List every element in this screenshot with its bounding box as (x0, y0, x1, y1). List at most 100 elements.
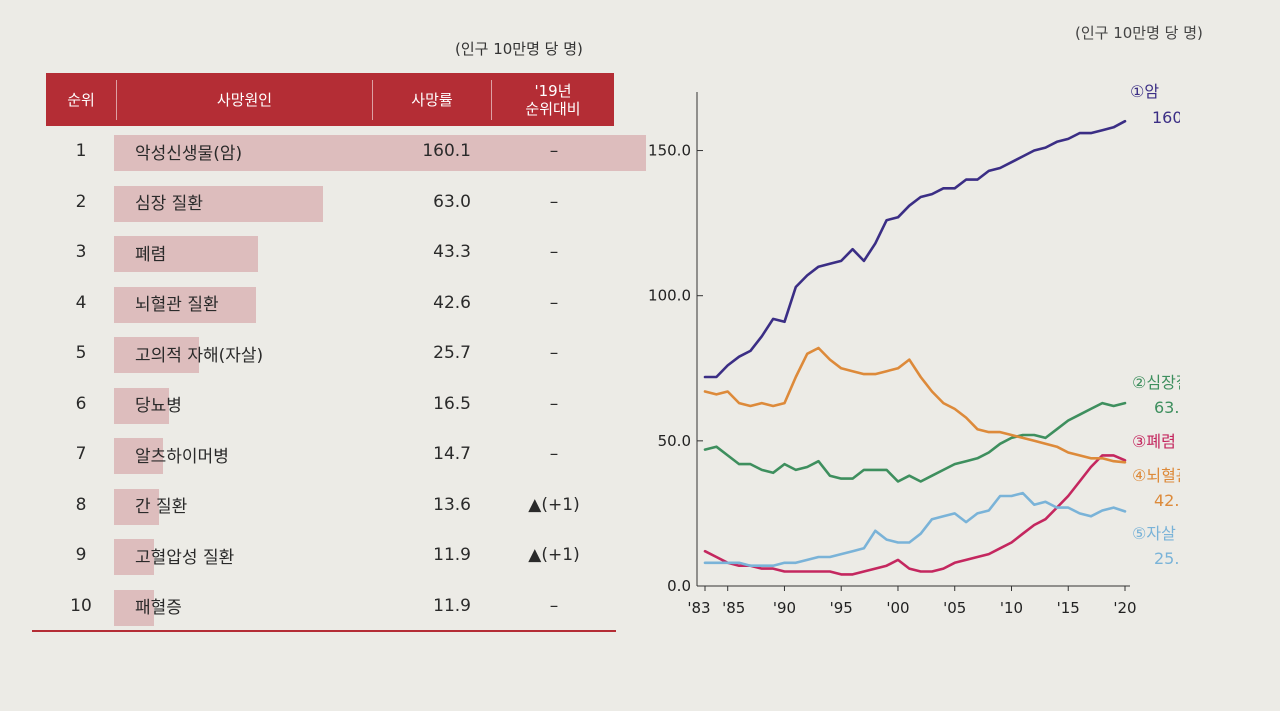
rate-cell: 160.1 (422, 141, 471, 161)
header-cause: 사망원인 (216, 90, 273, 109)
table-row: 7 알츠하이머병 14.7 – (46, 429, 614, 480)
table-row: 10 패혈증 11.9 – (46, 581, 614, 632)
header-change: '19년 순위대비 (492, 73, 614, 126)
series-end-value-1: 160.1 (1152, 108, 1180, 127)
header-rank: 순위 (67, 90, 95, 109)
y-tick-label: 150.0 (648, 142, 691, 160)
table-row: 4 뇌혈관 질환 42.6 – (46, 278, 614, 329)
series-line-1 (703, 119, 1127, 379)
series-name: ③폐렴 (1132, 432, 1176, 451)
cause-cell: 심장 질환 (135, 194, 203, 214)
rate-cell: 42.6 (433, 292, 471, 313)
x-tick-label: '00 (886, 599, 909, 617)
x-tick-label: '85 (722, 599, 745, 617)
cause-cell: 당뇨병 (135, 396, 182, 416)
table-row: 3 폐렴 43.3 – (46, 227, 614, 278)
x-tick-label: '15 (1057, 599, 1080, 617)
cause-cell: 간 질환 (135, 497, 188, 517)
rate-bar (114, 438, 163, 474)
x-tick-label: '90 (773, 599, 796, 617)
cause-cell: 패혈증 (135, 598, 182, 618)
header-change-line2: 순위대비 (525, 99, 581, 118)
series-line-3 (703, 454, 1127, 576)
x-tick-label: '95 (830, 599, 853, 617)
rank-cell: 3 (75, 242, 87, 262)
rate-cell: 11.9 (433, 545, 471, 565)
table-row: 5 고의적 자해(자살) 25.7 – (46, 328, 614, 379)
rate-cell: 11.9 (433, 595, 471, 616)
change-cell: – (549, 141, 559, 161)
rate-cell: 43.3 (433, 242, 471, 262)
death-cause-table: 순위 사망원인 사망률 '19년 순위대비 1 악성신생물(암) 160.1 – 2 심장… (46, 73, 646, 632)
rate-cell: 16.5 (433, 393, 471, 414)
change-cell: – (549, 343, 559, 363)
change-cell: – (549, 595, 559, 616)
x-tick-label: '83 (687, 599, 710, 617)
table-row: 9 고혈압성 질환 11.9 ▲(+1) (46, 530, 614, 581)
rank-cell: 1 (75, 141, 87, 161)
change-cell: – (549, 242, 559, 262)
rank-cell: 4 (75, 292, 87, 313)
cause-cell: 고혈압성 질환 (135, 547, 235, 568)
cause-cell: 고의적 자해(자살) (135, 345, 264, 366)
rate-bar (114, 539, 154, 575)
change-cell: ▲(+1) (528, 494, 580, 515)
change-cell: – (549, 444, 559, 464)
x-tick-label: '10 (1000, 599, 1023, 617)
series-label-1: ①암 (1130, 82, 1159, 101)
rate-bar (114, 589, 154, 626)
cause-cell: 폐렴 (135, 244, 167, 265)
table-row: 1 악성신생물(암) 160.1 – (46, 126, 646, 177)
change-cell: – (549, 191, 559, 212)
rate-bar (114, 387, 169, 424)
table-row: 2 심장 질환 63.0 – (46, 177, 614, 228)
header-change-line1: '19년 (534, 81, 572, 100)
series-line-5 (703, 491, 1127, 568)
rate-cell: 13.6 (433, 494, 471, 515)
series-line-2 (703, 401, 1127, 483)
rank-cell: 8 (75, 494, 87, 515)
header-rate: 사망률 (411, 90, 453, 109)
table-row: 6 당뇨병 16.5 – (46, 379, 614, 430)
rank-cell: 6 (75, 393, 87, 414)
cause-cell: 악성신생물(암) (135, 143, 243, 164)
mortality-trend-chart: 0.0 50.0 100.0 150.0 '83 '85 '90 '95 '00 '05 '10 '1… (648, 82, 1180, 617)
rate-bar (114, 236, 258, 272)
series-label-5: ⑤자살 (1132, 524, 1176, 543)
series-end-value-5: 25.7 (1154, 549, 1180, 568)
series-end-value-4: 42.6 (1154, 491, 1180, 510)
unit-note-table: (인구 10만명 당 명) (455, 40, 583, 58)
y-tick-label: 50.0 (658, 432, 691, 450)
rank-cell: 2 (75, 191, 87, 212)
rank-cell: 9 (75, 545, 87, 565)
cause-cell: 뇌혈관 질환 (135, 295, 219, 315)
change-cell: – (549, 292, 559, 313)
rank-cell: 7 (75, 444, 87, 464)
rate-bar (114, 135, 646, 171)
x-tick-label: '05 (943, 599, 966, 617)
table-bottom-rule (32, 630, 616, 632)
table-body: 1 악성신생물(암) 160.1 – 2 심장 질환 63.0 – 3 폐렴 43.3 – 4 뇌혈관 질… (46, 126, 646, 632)
rank-cell: 10 (70, 595, 92, 616)
rate-cell: 63.0 (433, 191, 471, 212)
series-line-4 (703, 346, 1127, 464)
unit-note-chart: (인구 10만명 당 명) (1075, 24, 1203, 42)
rate-bar (114, 286, 256, 323)
table-header: 순위 사망원인 사망률 '19년 순위대비 (46, 73, 614, 126)
y-tick-label: 0.0 (667, 577, 691, 595)
y-tick-label: 100.0 (648, 287, 691, 305)
rate-bar (114, 185, 324, 222)
series-end-value-2: 63.0 (1154, 398, 1180, 417)
change-cell: – (549, 393, 559, 414)
table-row: 8 간 질환 13.6 ▲(+1) (46, 480, 614, 531)
rate-cell: 14.7 (433, 444, 471, 464)
x-tick-label: '20 (1113, 599, 1136, 617)
rate-bar (114, 488, 160, 525)
rate-bar (114, 337, 200, 373)
change-cell: ▲(+1) (528, 545, 580, 565)
rate-cell: 25.7 (433, 343, 471, 363)
rank-cell: 5 (75, 343, 87, 363)
